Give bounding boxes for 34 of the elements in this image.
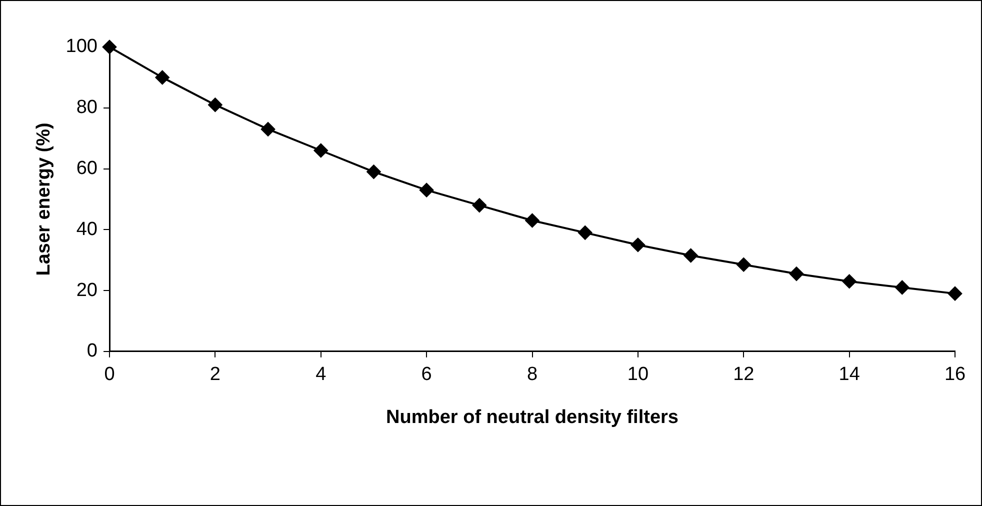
point — [155, 70, 170, 84]
x-tick-label: 6 — [421, 364, 432, 386]
point — [525, 214, 540, 228]
y-tick-label: 100 — [66, 36, 98, 58]
point — [578, 226, 592, 240]
point — [789, 266, 804, 281]
x-tick-label: 12 — [733, 364, 754, 386]
point — [314, 143, 328, 158]
x-tick-label: 0 — [104, 364, 115, 386]
y-tick-label: 0 — [86, 340, 98, 362]
x-tick-label: 10 — [627, 364, 649, 386]
point — [472, 198, 486, 212]
y-tick-label: 80 — [76, 97, 98, 118]
point — [208, 98, 222, 112]
y-axis-title: Laser energy (%) — [34, 122, 55, 276]
y-tick-label: 20 — [76, 280, 98, 301]
x-axis-title: Number of neutral density filters — [386, 406, 678, 428]
point — [684, 248, 698, 263]
point — [420, 183, 434, 198]
x-tick-label: 16 — [944, 364, 966, 386]
y-tick-label: 60 — [76, 158, 98, 179]
x-tick-label: 8 — [526, 364, 538, 386]
point — [842, 274, 856, 288]
point — [261, 122, 276, 136]
x-tick-label: 14 — [838, 364, 860, 386]
point — [736, 258, 751, 272]
x-tick-label: 4 — [316, 364, 327, 386]
y-tick-label: 40 — [76, 218, 98, 240]
point — [102, 40, 116, 54]
point — [895, 280, 910, 294]
point — [948, 286, 962, 301]
x-tick-label: 2 — [210, 364, 220, 386]
point — [630, 238, 645, 252]
point — [366, 164, 381, 179]
